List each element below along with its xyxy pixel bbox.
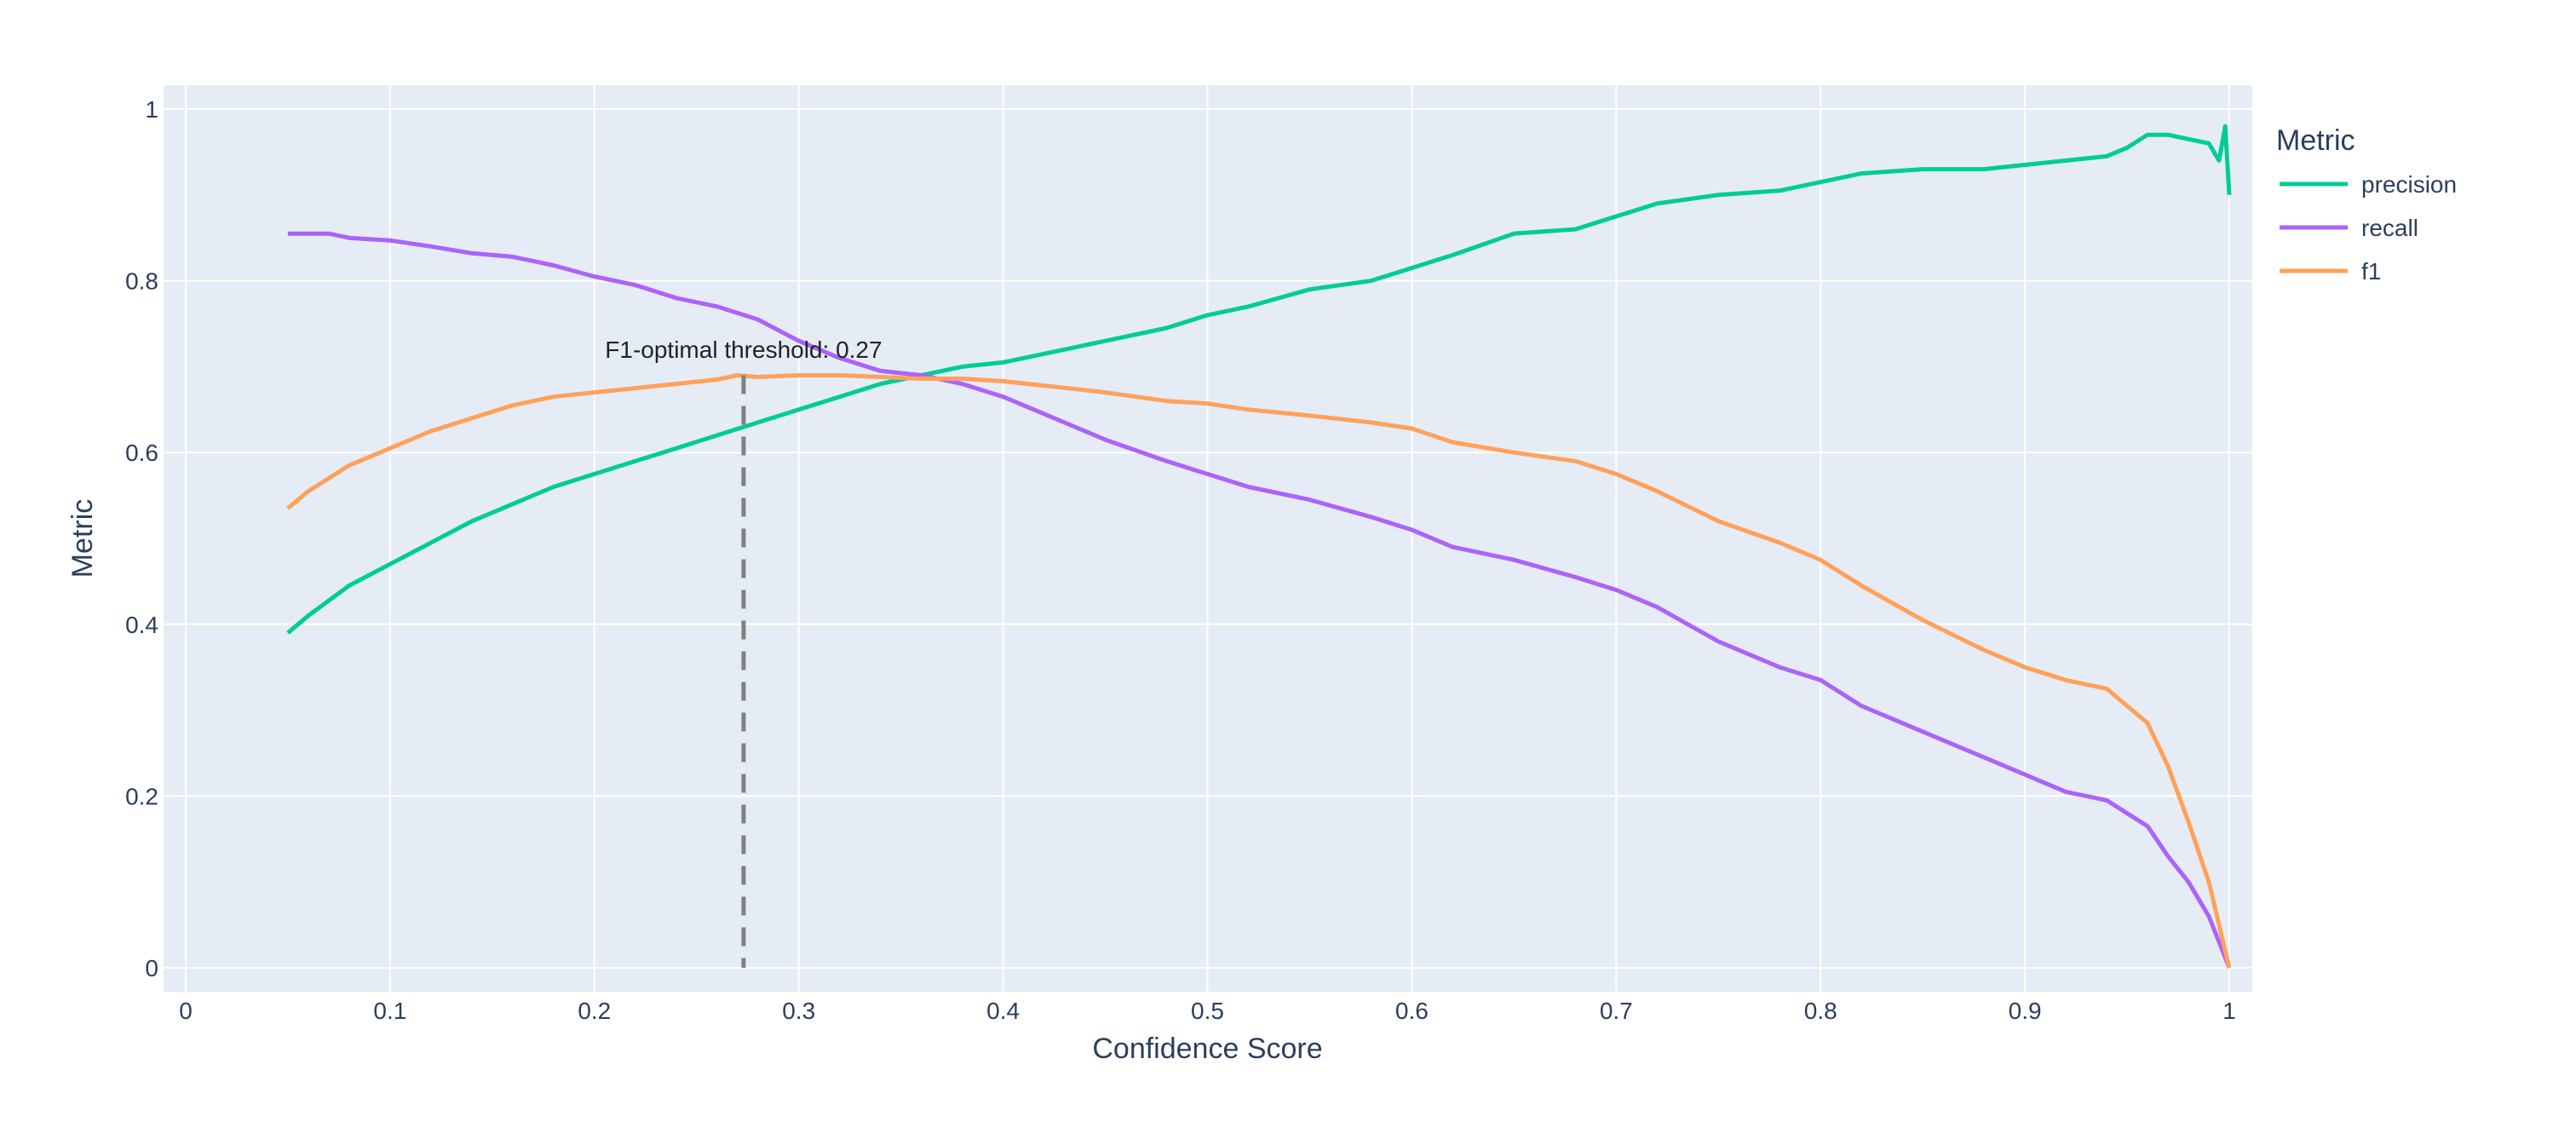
- x-axis-title: Confidence Score: [1092, 1033, 1322, 1065]
- x-tick-label: 0.5: [1191, 998, 1224, 1024]
- y-tick-label: 0.2: [125, 783, 158, 809]
- legend-title: Metric: [2276, 124, 2355, 157]
- x-tick-label: 0.7: [1600, 998, 1633, 1024]
- legend-label-f1: f1: [2361, 258, 2381, 285]
- x-tick-label: 0.2: [578, 998, 611, 1024]
- x-tick-label: 0.8: [1804, 998, 1837, 1024]
- x-tick-label: 0.6: [1395, 998, 1429, 1024]
- x-tick-label: 0.9: [2009, 998, 2042, 1024]
- series-line-recall: [287, 231, 2232, 969]
- y-tick-label: 0.8: [125, 268, 158, 295]
- y-axis-ticks: 0 0.2 0.4 0.6 0.8 1: [125, 96, 158, 981]
- y-tick-label: 0: [145, 955, 158, 981]
- y-tick-label: 1: [145, 96, 158, 123]
- series-layer: [286, 124, 2232, 969]
- legend-label-recall: recall: [2361, 215, 2418, 241]
- x-tick-label: 0.3: [782, 998, 815, 1024]
- x-tick-label: 0.4: [986, 998, 1020, 1024]
- y-tick-label: 0.4: [125, 612, 158, 638]
- y-tick-label: 0.6: [125, 440, 158, 466]
- x-tick-label: 1: [2222, 998, 2236, 1024]
- annotation-layer: F1-optimal threshold: 0.27: [605, 337, 883, 968]
- y-axis-title: Metric: [66, 499, 99, 578]
- series-line-f1: [286, 373, 2232, 969]
- legend-label-precision: precision: [2361, 171, 2457, 198]
- x-axis-ticks: 0 0.1 0.2 0.3 0.4 0.5 0.6 0.7 0.8 0.9 1: [179, 998, 2236, 1024]
- legend: Metric precision recall f1: [2276, 124, 2457, 285]
- series-line-precision: [286, 124, 2232, 635]
- threshold-annotation: F1-optimal threshold: 0.27: [605, 337, 882, 363]
- x-tick-label: 0.1: [373, 998, 406, 1024]
- x-tick-label: 0: [179, 998, 193, 1024]
- gridlines: [164, 85, 2252, 992]
